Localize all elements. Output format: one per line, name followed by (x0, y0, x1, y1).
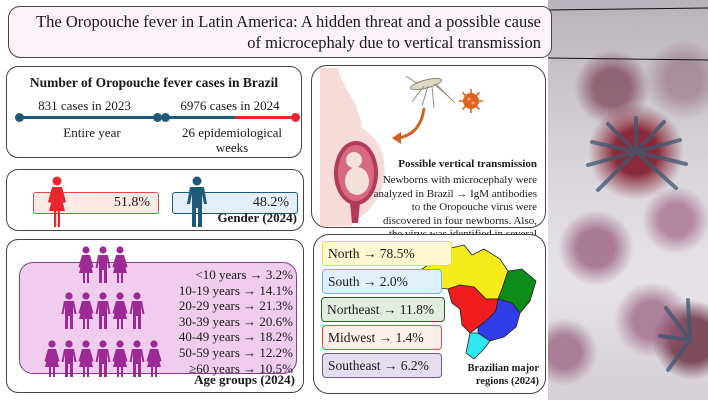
virus-microscopy-image (548, 0, 708, 400)
age-row: 10-19 years → 14.1% (178, 282, 293, 298)
female-person-icon (48, 176, 66, 227)
brazil-map-icon (419, 244, 537, 360)
age-groups-list: <10 years → 3.2% 10-19 years → 14.1% 20-… (179, 267, 293, 376)
male-person-icon (187, 176, 207, 227)
age-row: <10 years → 3.2% (195, 267, 293, 282)
timeline-2024-highlight (235, 116, 295, 119)
region-midwest: Midwest → 1.4% (322, 325, 442, 350)
age-row: 40-49 years → 18.2% (178, 329, 293, 345)
age-row: 50-59 years → 12.2% (178, 344, 293, 360)
age-panel: <10 years → 3.2% 10-19 years → 14.1% 20-… (6, 239, 304, 393)
age-row: ≥60 years → 10.5% (189, 360, 293, 376)
timeline-end-dot (291, 113, 300, 122)
map-label: Brazilian major regions (2024) (467, 363, 539, 387)
cases-2023-label: 831 cases in 2023 (38, 98, 131, 113)
region-north: North → 78.5% (322, 241, 452, 266)
vertical-transmission-title: Possible vertical transmission (398, 158, 537, 170)
timeline-2024-part (163, 116, 235, 119)
age-row: 30-39 years → 20.6% (178, 313, 293, 329)
region-southeast: Southeast → 6.2% (322, 353, 442, 378)
timeline-mid-dot-2 (161, 113, 170, 122)
region-south: South → 2.0% (322, 269, 442, 294)
weeks-label-1: 26 epidemiological (181, 125, 282, 140)
cases-2024-label: 6976 cases in 2024 (180, 98, 280, 113)
gender-label: Gender (2024) (217, 210, 297, 225)
timeline-start-dot (15, 113, 24, 122)
male-value: 48.2% (252, 195, 289, 210)
timeline-mid-dot-1 (153, 113, 162, 122)
timeline-2023 (19, 116, 159, 119)
mosquito-icon (405, 75, 455, 109)
regions-panel: North → 78.5% South → 2.0% Northeast → 1… (313, 234, 546, 394)
curved-arrow-icon (392, 107, 426, 144)
cases-title: Number of Oropouche fever cases in Brazi… (29, 75, 279, 90)
people-pyramid-icon (44, 246, 162, 377)
gender-panel: 51.8% 48.2% Gender (2024) (6, 169, 304, 231)
virus-icon (459, 89, 483, 113)
cases-panel: Number of Oropouche fever cases in Brazi… (6, 66, 302, 158)
entire-year-label: Entire year (63, 125, 121, 140)
vertical-transmission-panel: Possible vertical transmission Newborns … (311, 65, 546, 254)
pregnant-woman-icon (320, 68, 385, 226)
age-groups-label: Age groups (2024) (194, 372, 295, 387)
female-value: 51.8% (113, 195, 150, 210)
age-row: 20-29 years → 21.3% (178, 298, 293, 314)
title-line-1: The Oropouche fever in Latin America: A … (36, 12, 541, 31)
region-northeast: Northeast → 11.8% (321, 297, 445, 322)
title-banner: The Oropouche fever in Latin America: A … (8, 6, 552, 58)
title-line-2: of microcephaly due to vertical transmis… (247, 33, 541, 52)
weeks-label-2: weeks (215, 140, 249, 155)
